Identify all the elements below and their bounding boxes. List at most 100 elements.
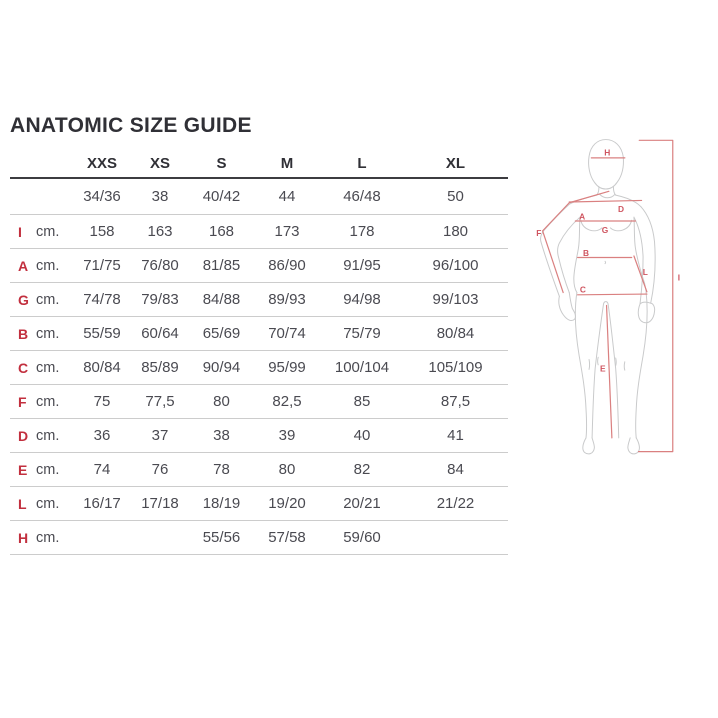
eu-size-value: 40/42 — [190, 178, 253, 215]
measurement-cell: 71/75 — [74, 248, 130, 283]
figure-label-a: A — [579, 211, 585, 221]
row-key-f: F — [10, 384, 36, 419]
measurement-cell — [130, 520, 190, 555]
figure-label-e: E — [600, 364, 606, 374]
measurement-cell: 76/80 — [130, 248, 190, 283]
measurement-cell: 55/59 — [74, 316, 130, 351]
row-unit-label: cm. — [36, 282, 74, 317]
row-unit-label: cm. — [36, 214, 74, 249]
column-header-s: S — [190, 150, 253, 179]
row-key-l: L — [10, 486, 36, 521]
measurement-cell: 41 — [403, 418, 508, 453]
measure-line-e — [605, 304, 613, 439]
measurement-cell — [403, 520, 508, 555]
eu-size-value: 44 — [253, 178, 321, 215]
measurement-lines — [542, 139, 674, 453]
column-header-xs: XS — [130, 150, 190, 179]
eu-size-value: 34/36 — [74, 178, 130, 215]
row-unit-label: cm. — [36, 486, 74, 521]
measurement-cell: 38 — [190, 418, 253, 453]
size-table-header: XXS XS S M L XL — [10, 150, 508, 179]
measurement-cell: 99/103 — [403, 282, 508, 317]
measurement-cell: 95/99 — [253, 350, 321, 385]
measurement-cell: 37 — [130, 418, 190, 453]
measurement-cell: 74/78 — [74, 282, 130, 317]
measurement-cell: 76 — [130, 452, 190, 487]
column-header-l: L — [321, 150, 403, 179]
figure-label-g: G — [602, 225, 609, 235]
figure-label-b: B — [583, 248, 589, 258]
measurement-cell: 91/95 — [321, 248, 403, 283]
row-unit-label: cm. — [36, 384, 74, 419]
measurement-cell: 60/64 — [130, 316, 190, 351]
row-unit-label: cm. — [36, 452, 74, 487]
row-unit-label: cm. — [36, 316, 74, 351]
measurement-cell: 36 — [74, 418, 130, 453]
figure-label-l: L — [643, 267, 648, 277]
measurement-cell: 39 — [253, 418, 321, 453]
row-key-e: E — [10, 452, 36, 487]
measurement-cell: 89/93 — [253, 282, 321, 317]
measurement-cell: 105/109 — [403, 350, 508, 385]
measurement-cell: 85 — [321, 384, 403, 419]
row-key-b: B — [10, 316, 36, 351]
measurement-cell: 70/74 — [253, 316, 321, 351]
row-key-d: D — [10, 418, 36, 453]
measurement-cell: 173 — [253, 214, 321, 249]
measure-line-l — [633, 255, 648, 293]
measurement-cell: 84/88 — [190, 282, 253, 317]
measure-line-i — [637, 139, 674, 453]
figure-label-h: H — [604, 148, 610, 158]
measurement-cell: 74 — [74, 452, 130, 487]
measurement-cell: 59/60 — [321, 520, 403, 555]
measurement-cell: 18/19 — [190, 486, 253, 521]
measurement-cell: 80/84 — [74, 350, 130, 385]
measurement-cell: 82 — [321, 452, 403, 487]
measurement-cell: 19/20 — [253, 486, 321, 521]
column-header-xl: XL — [403, 150, 508, 179]
eu-size-value: 50 — [403, 178, 508, 215]
measurement-cell — [74, 520, 130, 555]
measurement-cell: 84 — [403, 452, 508, 487]
measurement-cell: 40 — [321, 418, 403, 453]
measurement-cell: 85/89 — [130, 350, 190, 385]
measurement-cell: 80/84 — [403, 316, 508, 351]
measurement-cell: 86/90 — [253, 248, 321, 283]
measurement-cell: 17/18 — [130, 486, 190, 521]
measurement-cell: 55/56 — [190, 520, 253, 555]
measure-line-d — [568, 199, 643, 203]
row-unit-label: cm. — [36, 520, 74, 555]
figure-label-f: F — [536, 228, 541, 238]
measurement-cell: 65/69 — [190, 316, 253, 351]
anatomic-figure: H D F A G B L C E I — [505, 135, 718, 565]
eu-size-row: 34/36 38 40/42 44 46/48 50 — [10, 178, 508, 215]
measurement-cell: 163 — [130, 214, 190, 249]
figure-label-i: I — [678, 272, 680, 282]
measurement-cell: 96/100 — [403, 248, 508, 283]
eu-size-value: 38 — [130, 178, 190, 215]
measurement-cell: 90/94 — [190, 350, 253, 385]
measurement-cell: 87,5 — [403, 384, 508, 419]
column-header-m: M — [253, 150, 321, 179]
measurement-cell: 75 — [74, 384, 130, 419]
row-key-c: C — [10, 350, 36, 385]
measurement-cell: 77,5 — [130, 384, 190, 419]
column-header-xxs: XXS — [74, 150, 130, 179]
measurement-cell: 81/85 — [190, 248, 253, 283]
eu-size-value: 46/48 — [321, 178, 403, 215]
measurement-cell: 21/22 — [403, 486, 508, 521]
measurement-cell: 180 — [403, 214, 508, 249]
measurement-cell: 94/98 — [321, 282, 403, 317]
